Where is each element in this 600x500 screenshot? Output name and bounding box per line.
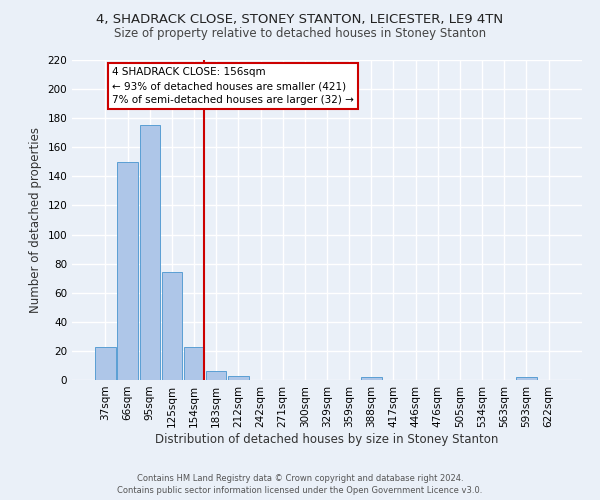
Bar xyxy=(95,346,116,380)
Text: Size of property relative to detached houses in Stoney Stanton: Size of property relative to detached ho… xyxy=(114,28,486,40)
Bar xyxy=(161,272,182,380)
Bar xyxy=(228,376,248,380)
Bar xyxy=(361,377,382,380)
Y-axis label: Number of detached properties: Number of detached properties xyxy=(29,127,42,313)
Bar xyxy=(140,126,160,380)
Text: 4 SHADRACK CLOSE: 156sqm
← 93% of detached houses are smaller (421)
7% of semi-d: 4 SHADRACK CLOSE: 156sqm ← 93% of detach… xyxy=(112,68,354,106)
Text: 4, SHADRACK CLOSE, STONEY STANTON, LEICESTER, LE9 4TN: 4, SHADRACK CLOSE, STONEY STANTON, LEICE… xyxy=(97,12,503,26)
Bar xyxy=(184,346,204,380)
Text: Contains HM Land Registry data © Crown copyright and database right 2024.
Contai: Contains HM Land Registry data © Crown c… xyxy=(118,474,482,495)
Bar xyxy=(206,372,226,380)
Bar xyxy=(118,162,138,380)
X-axis label: Distribution of detached houses by size in Stoney Stanton: Distribution of detached houses by size … xyxy=(155,432,499,446)
Bar xyxy=(516,377,536,380)
